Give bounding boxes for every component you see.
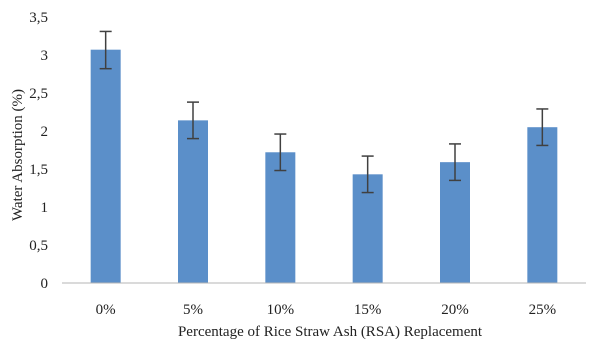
x-tick-label: 0% [96,302,116,318]
error-bar [274,133,287,172]
bar-0pct [90,49,121,284]
x-tick-label: 20% [441,302,469,318]
bar-20pct [440,162,470,283]
error-bar [449,143,461,182]
error-bars [99,30,549,194]
y-tick-label: 1 [41,200,49,216]
y-tick-label: 0 [41,276,49,292]
y-tick-label: 1,5 [29,162,48,178]
x-tick-label: 15% [354,302,382,318]
y-tick-label: 2 [41,124,49,140]
y-axis-ticks: 0 0,5 1 1,5 2 2,5 3 3,5 [29,10,48,292]
bar-5pct [178,120,208,283]
bars [90,49,558,284]
x-tick-label: 5% [183,302,203,318]
error-bar [361,155,374,194]
y-tick-label: 2,5 [29,86,48,102]
error-bar [99,30,112,70]
error-bar [536,108,549,147]
x-axis-title: Percentage of Rice Straw Ash (RSA) Repla… [178,324,483,340]
error-bar [187,101,199,140]
y-tick-label: 3 [41,48,49,64]
y-tick-label: 3,5 [29,10,48,26]
bar-25pct [527,127,558,283]
y-tick-label: 0,5 [29,238,48,254]
x-tick-label: 25% [529,302,557,318]
x-tick-label: 10% [267,302,295,318]
y-axis-title: Water Absorption (%) [10,89,26,221]
x-axis-labels: 0% 5% 10% 15% 20% 25% [96,302,556,318]
bar-10pct [265,152,296,283]
